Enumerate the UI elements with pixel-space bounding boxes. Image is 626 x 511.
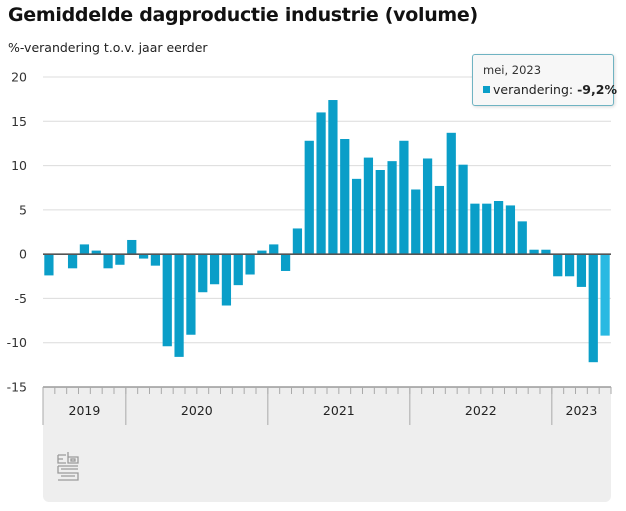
x-year-label: 2022 xyxy=(465,403,497,418)
bar[interactable] xyxy=(44,254,54,276)
bar[interactable] xyxy=(576,254,587,287)
chart-subtitle: %-verandering t.o.v. jaar eerder xyxy=(8,40,208,55)
bar[interactable] xyxy=(588,254,598,363)
bar[interactable] xyxy=(387,161,397,255)
bar[interactable] xyxy=(363,157,374,255)
y-tick-label: -10 xyxy=(7,335,27,350)
x-year-label: 2020 xyxy=(181,403,213,418)
bar[interactable] xyxy=(233,254,243,286)
cbs-logo-icon xyxy=(57,452,79,481)
bar[interactable] xyxy=(541,249,551,255)
bar[interactable] xyxy=(517,221,527,255)
x-year-label: 2021 xyxy=(323,403,355,418)
y-tick-label: 15 xyxy=(11,114,27,129)
bar[interactable] xyxy=(245,254,255,275)
bar[interactable] xyxy=(564,254,575,277)
bar[interactable] xyxy=(174,254,184,357)
tooltip-row: verandering: -9,2% xyxy=(483,82,617,97)
tooltip-date: mei, 2023 xyxy=(483,63,542,77)
bar[interactable] xyxy=(422,158,433,255)
bar[interactable] xyxy=(79,244,90,255)
bar[interactable] xyxy=(127,239,137,255)
bar[interactable] xyxy=(103,254,113,269)
bar[interactable] xyxy=(221,254,232,306)
tooltip-value: -9,2% xyxy=(577,82,617,97)
bar[interactable] xyxy=(198,254,208,293)
bar[interactable] xyxy=(316,112,326,255)
y-tick-label: 5 xyxy=(19,202,27,217)
bar[interactable] xyxy=(482,203,492,255)
bar[interactable] xyxy=(553,254,563,277)
bar[interactable] xyxy=(434,185,445,255)
bar[interactable] xyxy=(257,250,267,255)
bar[interactable] xyxy=(162,254,172,347)
bar[interactable] xyxy=(505,205,516,255)
x-year-label: 2019 xyxy=(69,403,101,418)
x-year-label: 2023 xyxy=(566,403,598,418)
bar[interactable] xyxy=(351,178,362,255)
y-tick-label: 0 xyxy=(19,247,27,262)
bar[interactable] xyxy=(328,100,338,255)
bar[interactable] xyxy=(67,254,78,269)
bar[interactable] xyxy=(411,189,421,255)
bar[interactable] xyxy=(209,254,220,285)
bar[interactable] xyxy=(280,254,291,271)
tooltip-label: verandering: xyxy=(493,82,574,97)
y-tick-label: -15 xyxy=(7,380,27,395)
series-swatch-icon xyxy=(483,86,490,93)
bar[interactable] xyxy=(269,244,279,255)
bar[interactable] xyxy=(470,203,480,255)
bar[interactable] xyxy=(446,132,456,255)
bar[interactable] xyxy=(529,249,539,255)
bar[interactable] xyxy=(304,140,314,255)
bar[interactable] xyxy=(150,254,161,266)
y-tick-label: -5 xyxy=(15,291,27,306)
bar[interactable] xyxy=(600,254,610,336)
bar[interactable] xyxy=(115,254,125,265)
bar[interactable] xyxy=(375,170,385,255)
bar[interactable] xyxy=(91,250,101,255)
bar[interactable] xyxy=(186,254,196,335)
tooltip: mei, 2023 verandering: -9,2% xyxy=(472,54,617,106)
bar[interactable] xyxy=(292,228,303,255)
y-tick-label: 20 xyxy=(11,70,27,85)
bar[interactable] xyxy=(399,140,409,255)
y-tick-label: 10 xyxy=(11,158,27,173)
bar[interactable] xyxy=(340,139,350,255)
bar[interactable] xyxy=(458,164,468,255)
bar[interactable] xyxy=(138,254,149,259)
bar[interactable] xyxy=(493,201,504,255)
footer-panel xyxy=(43,387,611,502)
chart-title: Gemiddelde dagproductie industrie (volum… xyxy=(8,4,478,26)
